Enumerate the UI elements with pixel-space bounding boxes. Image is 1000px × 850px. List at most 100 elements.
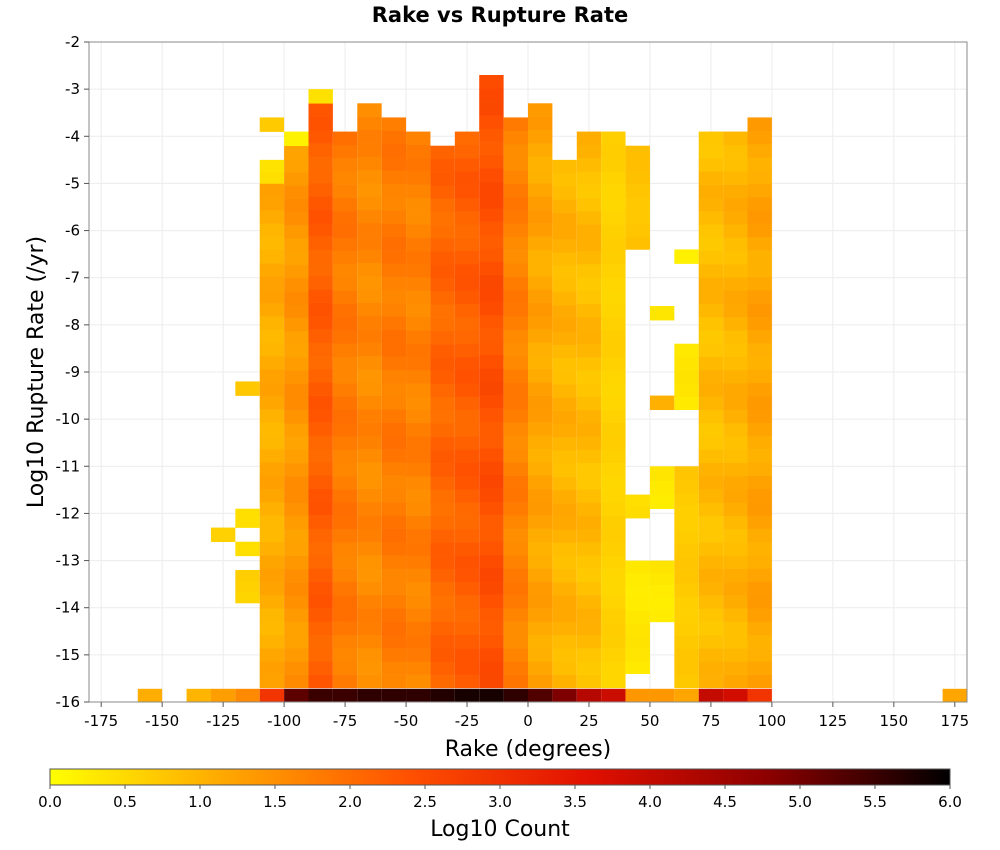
- heatmap-cell: [576, 436, 602, 450]
- heatmap-cell: [576, 661, 602, 675]
- heatmap-cell: [723, 158, 748, 172]
- heatmap-cell: [576, 224, 602, 238]
- heatmap-cell: [723, 250, 748, 265]
- heatmap-cell: [479, 288, 504, 302]
- y-tick-label: -10: [56, 410, 81, 428]
- heatmap-cell: [698, 409, 724, 424]
- heatmap-cell: [576, 449, 602, 463]
- heatmap-cell: [747, 475, 772, 490]
- heatmap-cell: [235, 541, 260, 557]
- heatmap-cell: [747, 117, 772, 131]
- heatmap-cell: [698, 674, 724, 689]
- heatmap-cell: [698, 144, 724, 159]
- heatmap-cell: [503, 462, 528, 476]
- heatmap-cell: [528, 475, 553, 489]
- heatmap-cell: [503, 449, 528, 463]
- heatmap-cell: [601, 224, 626, 238]
- heatmap-cell: [503, 674, 528, 689]
- heatmap-cell: [332, 568, 358, 583]
- heatmap-cell: [552, 648, 577, 662]
- heatmap-cell: [698, 542, 724, 556]
- heatmap-cell: [284, 502, 309, 517]
- heatmap-cell: [625, 223, 650, 237]
- heatmap-cell-bottom: [528, 688, 553, 702]
- heatmap-cell: [381, 342, 407, 357]
- heatmap-cell: [503, 303, 528, 317]
- heatmap-cell: [259, 409, 285, 423]
- heatmap-cell: [284, 568, 309, 583]
- heatmap-cell: [479, 274, 504, 289]
- heatmap-cell: [723, 264, 748, 278]
- heatmap-cell: [332, 581, 358, 596]
- heatmap-cell: [454, 634, 480, 649]
- heatmap-cell: [698, 330, 724, 344]
- x-tick-label: 125: [819, 712, 848, 730]
- heatmap-cell: [674, 396, 699, 411]
- heatmap-cell: [308, 462, 333, 476]
- heatmap-cell: [308, 594, 333, 609]
- heatmap-cell-bottom: [186, 688, 211, 702]
- heatmap-cell: [528, 329, 553, 343]
- heatmap-cell: [528, 408, 553, 423]
- heatmap-cell: [503, 475, 528, 490]
- heatmap-cell: [503, 130, 528, 145]
- heatmap-cell: [332, 528, 358, 543]
- heatmap-cell: [381, 170, 407, 185]
- heatmap-cell: [284, 172, 309, 186]
- heatmap-cell: [479, 527, 504, 542]
- heatmap-cell: [332, 158, 358, 172]
- heatmap-cell: [308, 648, 333, 662]
- heatmap-cell: [479, 674, 504, 689]
- heatmap-cell: [284, 396, 309, 411]
- heatmap-cell: [284, 211, 309, 226]
- heatmap-cell: [625, 636, 650, 649]
- heatmap-cell: [259, 159, 285, 172]
- heatmap-cell: [308, 621, 333, 636]
- heatmap-cell: [430, 436, 455, 451]
- heatmap-cell: [381, 303, 407, 317]
- heatmap-cell: [430, 383, 455, 398]
- heatmap-cell: [576, 396, 602, 411]
- heatmap-cell: [528, 422, 553, 436]
- heatmap-cell: [576, 648, 602, 662]
- heatmap-cell: [308, 541, 333, 556]
- heatmap-cell: [381, 409, 407, 423]
- colorbar-tick-label: 4.5: [713, 793, 737, 811]
- heatmap-cell: [552, 674, 577, 689]
- heatmap-cell: [357, 209, 382, 224]
- heatmap-cell: [357, 581, 382, 596]
- heatmap-cell: [698, 475, 724, 490]
- heatmap-cell: [381, 502, 407, 516]
- heatmap-cell: [698, 237, 724, 252]
- heatmap-cell: [503, 409, 528, 423]
- heatmap-cell: [332, 343, 358, 358]
- heatmap-cell: [406, 542, 431, 556]
- heatmap-cell: [332, 290, 358, 305]
- heatmap-cell: [528, 621, 553, 636]
- heatmap-cell: [406, 317, 431, 331]
- heatmap-cell: [674, 249, 699, 264]
- x-tick-label: -125: [206, 712, 240, 730]
- heatmap-cell: [503, 236, 528, 251]
- heatmap-cell: [552, 318, 577, 332]
- heatmap-cell: [723, 330, 748, 344]
- heatmap-cell: [747, 409, 772, 423]
- y-axis-ticks: -2 -3 -4 -5 -6 -7 -8 -9 -10 -11 -12 -13 -14 -15 -16: [56, 33, 89, 711]
- heatmap-cell: [259, 568, 285, 582]
- heatmap-cell: [674, 466, 699, 480]
- heatmap-cell: [259, 555, 285, 569]
- heatmap-cell: [674, 505, 699, 519]
- heatmap-cell: [552, 384, 577, 398]
- heatmap-cell: [552, 635, 577, 649]
- heatmap-cell: [601, 317, 626, 331]
- heatmap-cell: [430, 674, 455, 689]
- heatmap-cell-bottom: [259, 688, 285, 702]
- heatmap-cell: [528, 129, 553, 144]
- heatmap-cell: [601, 648, 626, 662]
- heatmap-cell: [284, 608, 309, 623]
- heatmap-cell: [576, 211, 602, 225]
- heatmap-cell: [576, 330, 602, 344]
- heatmap-cell: [308, 555, 333, 569]
- heatmap-cell: [601, 621, 626, 636]
- heatmap-cell: [479, 474, 504, 489]
